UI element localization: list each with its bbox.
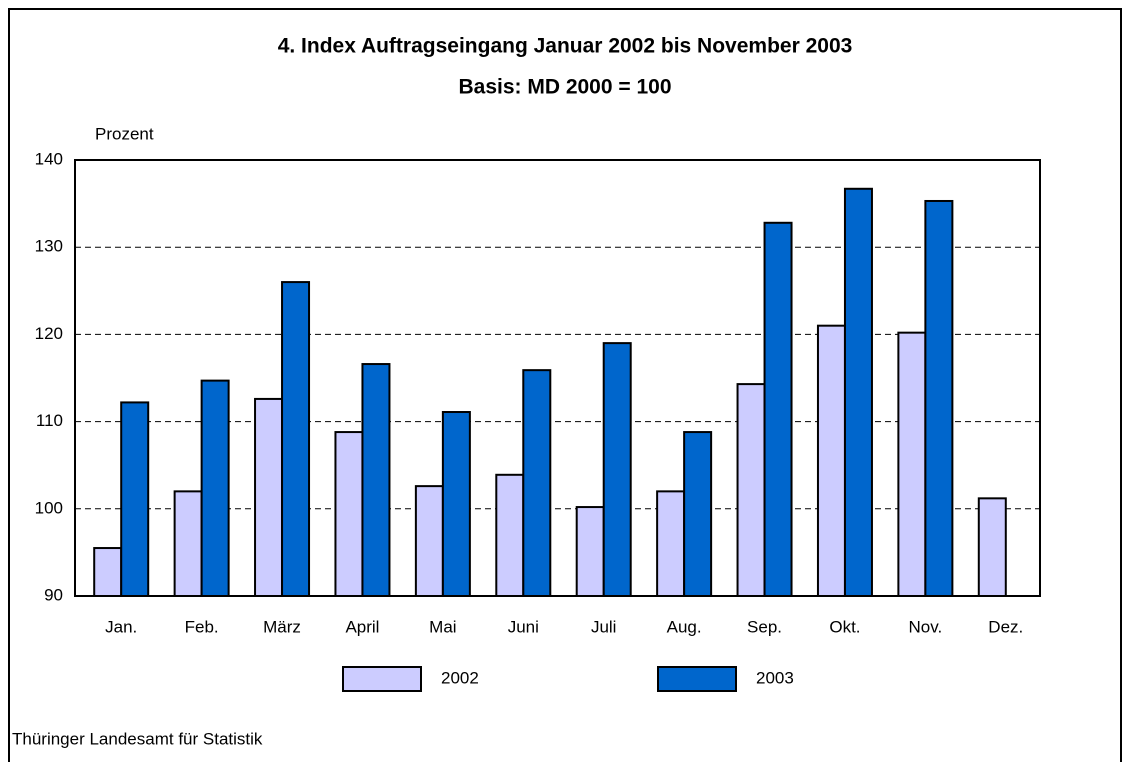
y-tick-label: 90	[44, 585, 63, 604]
bar	[575, 506, 605, 597]
legend-swatch	[342, 666, 422, 692]
x-tick-label: April	[345, 617, 379, 636]
chart-subtitle: Basis: MD 2000 = 100	[458, 76, 671, 99]
chart-title: 4. Index Auftragseingang Januar 2002 bis…	[278, 35, 853, 58]
bar	[495, 473, 525, 597]
plot-frame	[74, 159, 1041, 597]
x-tick-label: Juni	[508, 617, 539, 636]
bar	[281, 281, 311, 597]
x-tick-label: Juli	[591, 617, 617, 636]
legend-label: 2002	[441, 668, 479, 687]
bar	[843, 187, 873, 597]
bar	[254, 397, 284, 598]
x-tick-label: Dez.	[988, 617, 1023, 636]
source: Thüringer Landesamt für Statistik	[12, 729, 263, 748]
bar	[93, 547, 123, 597]
bar	[602, 342, 632, 597]
bar	[173, 490, 203, 597]
bar	[522, 369, 552, 598]
x-tick-label: Mai	[429, 617, 456, 636]
x-tick-label: Okt.	[829, 617, 860, 636]
y-tick-label: 140	[35, 149, 63, 168]
bar	[441, 411, 471, 597]
y-tick-label: 100	[35, 498, 63, 517]
bar	[656, 490, 686, 597]
bar	[683, 431, 713, 597]
bar	[200, 379, 230, 597]
x-tick-label: Jan.	[105, 617, 137, 636]
x-tick-label: Feb.	[185, 617, 219, 636]
bar	[736, 383, 766, 597]
x-tick-label: Sep.	[747, 617, 782, 636]
bar	[924, 199, 954, 597]
bar	[120, 401, 150, 597]
bar	[897, 331, 927, 597]
legend-label: 2003	[756, 668, 794, 687]
x-tick-label: Nov.	[909, 617, 943, 636]
y-axis-label: Prozent	[95, 124, 154, 143]
bar	[763, 221, 793, 597]
bar	[816, 324, 846, 597]
bar	[361, 363, 391, 597]
y-tick-label: 130	[35, 237, 63, 256]
frame	[8, 8, 1122, 762]
bar	[977, 497, 1007, 597]
legend-swatch	[657, 666, 737, 692]
y-tick-label: 120	[35, 324, 63, 343]
x-tick-label: März	[263, 617, 301, 636]
bar	[414, 485, 444, 597]
bar	[334, 431, 364, 597]
y-tick-label: 110	[36, 411, 63, 430]
x-tick-label: Aug.	[667, 617, 702, 636]
